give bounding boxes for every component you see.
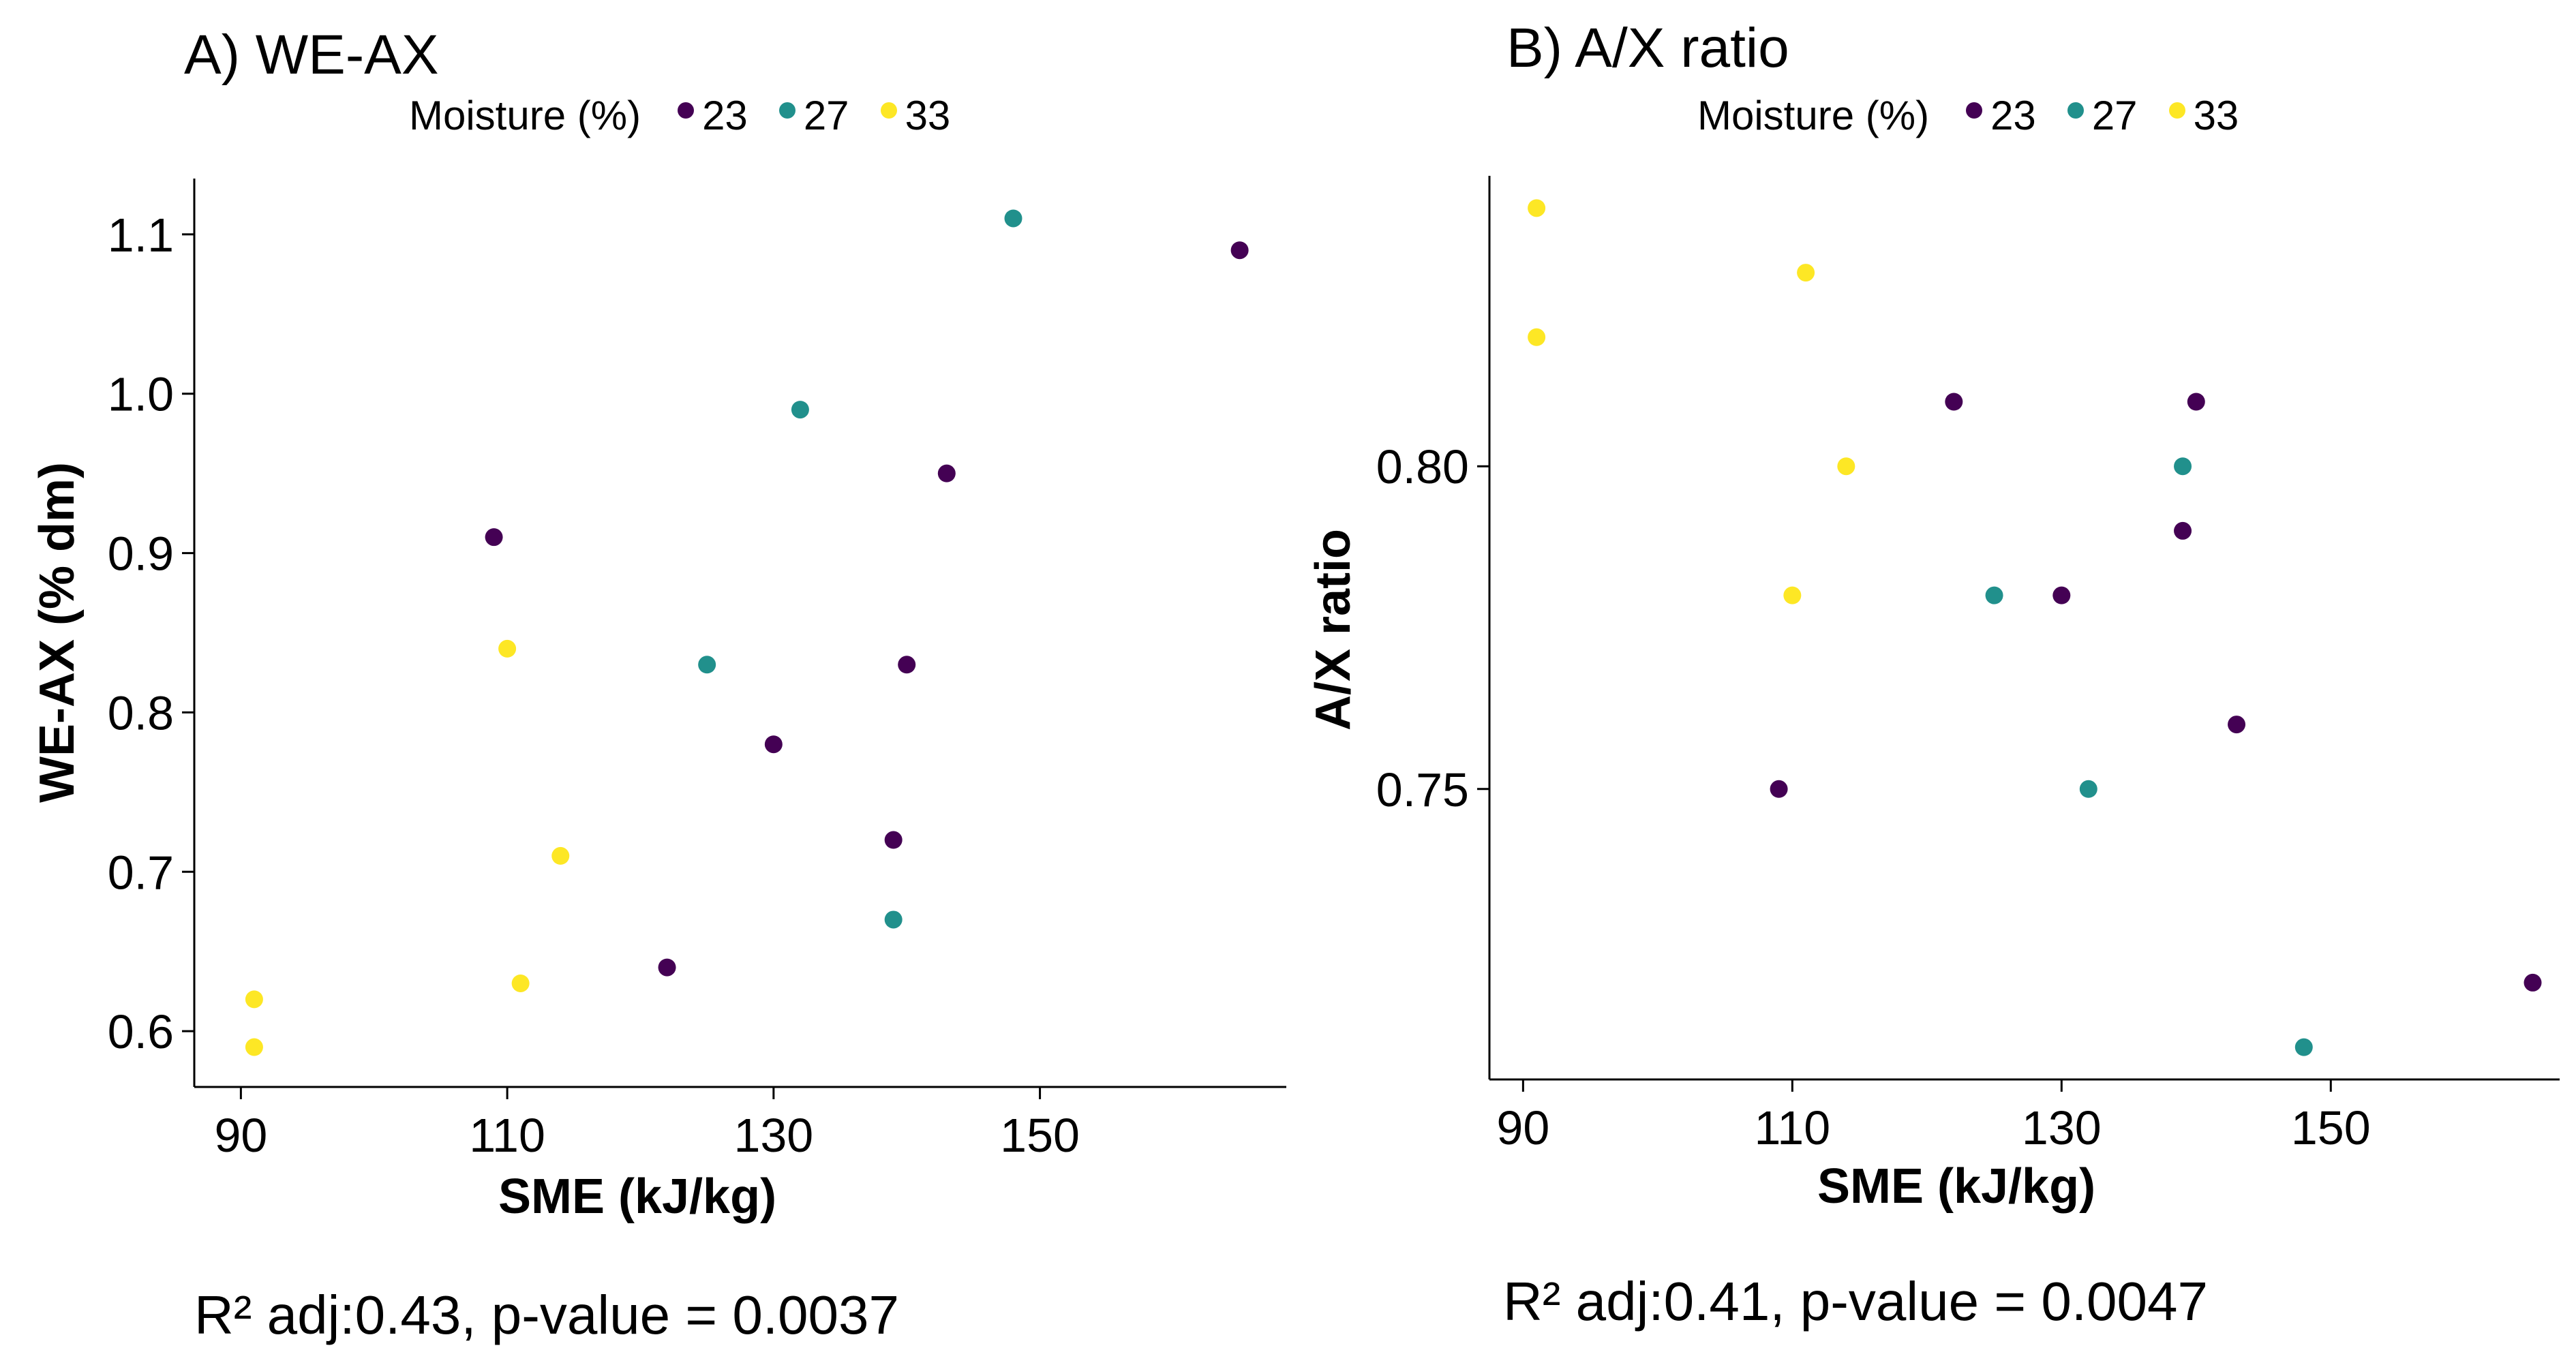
data-point (1528, 199, 1546, 217)
data-point (2228, 716, 2246, 734)
chart-title: A) WE-AX (184, 24, 439, 86)
data-point (498, 639, 517, 658)
legend: Moisture (%) 23 27 33 (409, 95, 950, 136)
legend-marker (880, 102, 897, 119)
legend-marker (1966, 102, 1983, 119)
y-tick-label: 0.80 (1376, 440, 1469, 493)
scatter-plot: SME (kJ/kg) WE-AX (% dm) 90 110 130 150 0.6 0… (30, 179, 1286, 1224)
data-point (485, 528, 503, 547)
data-point (1985, 586, 2003, 604)
x-tick-label: 110 (1755, 1101, 1831, 1154)
data-point (1945, 393, 1963, 411)
data-point (2052, 586, 2071, 604)
data-point (658, 958, 676, 977)
legend-label: 33 (2193, 93, 2239, 138)
data-point (884, 910, 903, 929)
data-point (551, 846, 570, 865)
data-point (764, 735, 783, 754)
legend-label: 33 (905, 93, 951, 138)
x-tick-label: 130 (733, 1109, 813, 1162)
scatter-plot: SME (kJ/kg) A/X ratio 90 110 130 150 0.75 0.8… (1306, 176, 2560, 1214)
legend: Moisture (%) 23 27 33 (1697, 95, 2239, 136)
y-tick-label: 1.1 (108, 209, 174, 262)
x-tick-label: 90 (1496, 1101, 1549, 1154)
y-tick-label: 1.0 (108, 368, 174, 421)
data-point (2187, 393, 2205, 411)
legend-marker (2168, 102, 2185, 119)
data-point (245, 990, 263, 1009)
legend-label: 23 (702, 93, 748, 138)
data-point (1783, 586, 1802, 604)
data-point (1004, 209, 1022, 228)
data-point (698, 656, 716, 674)
x-tick-label: 150 (1000, 1109, 1080, 1162)
data-point (2079, 780, 2097, 798)
data-point (937, 464, 956, 482)
x-axis-label: SME (kJ/kg) (498, 1169, 776, 1224)
y-tick-label: 0.7 (108, 846, 174, 899)
legend-marker (778, 102, 795, 119)
y-tick-label: 0.9 (108, 527, 174, 581)
x-tick-label: 90 (214, 1109, 267, 1162)
stats-annotation: R² adj:0.41, p-value = 0.0047 (1503, 1271, 2209, 1332)
legend-title: Moisture (%) (409, 93, 641, 138)
data-point (2294, 1038, 2313, 1056)
chart-title: B) A/X ratio (1506, 17, 1789, 79)
y-tick-label: 0.75 (1376, 763, 1469, 816)
legend-title: Moisture (%) (1697, 93, 1930, 138)
legend-label: 27 (2091, 93, 2138, 138)
stats-annotation: R² adj:0.43, p-value = 0.0037 (194, 1285, 900, 1345)
x-tick-label: 150 (2291, 1101, 2371, 1154)
data-point (1770, 780, 1788, 798)
data-point (1528, 328, 1546, 346)
y-tick-label: 0.8 (108, 686, 174, 739)
data-point (1837, 457, 1855, 476)
chart-panel-b: B) A/X ratio Moisture (%) 23 27 33 SME (… (1288, 0, 2576, 1365)
x-axis-label: SME (kJ/kg) (1817, 1159, 2095, 1214)
x-tick-label: 110 (469, 1109, 545, 1162)
legend-label: 27 (803, 93, 849, 138)
legend-marker (678, 102, 695, 119)
y-axis-label: A/X ratio (1306, 529, 1361, 731)
data-point (791, 401, 809, 419)
data-point (2174, 457, 2192, 476)
data-point (1797, 264, 1815, 282)
data-point (1230, 241, 1249, 260)
data-point (884, 831, 903, 849)
data-point (898, 656, 916, 674)
data-point (511, 974, 530, 992)
legend-label: 23 (1990, 93, 2036, 138)
y-axis-label: WE-AX (% dm) (30, 462, 85, 803)
chart-panel-a: A) WE-AX Moisture (%) 23 27 33 SME (kJ/k… (30, 24, 1286, 1345)
y-tick-label: 0.6 (108, 1005, 174, 1058)
legend-marker (2067, 102, 2084, 119)
data-point (2524, 973, 2542, 992)
x-tick-label: 130 (2022, 1101, 2102, 1154)
data-point (2174, 521, 2192, 540)
data-point (245, 1038, 263, 1056)
